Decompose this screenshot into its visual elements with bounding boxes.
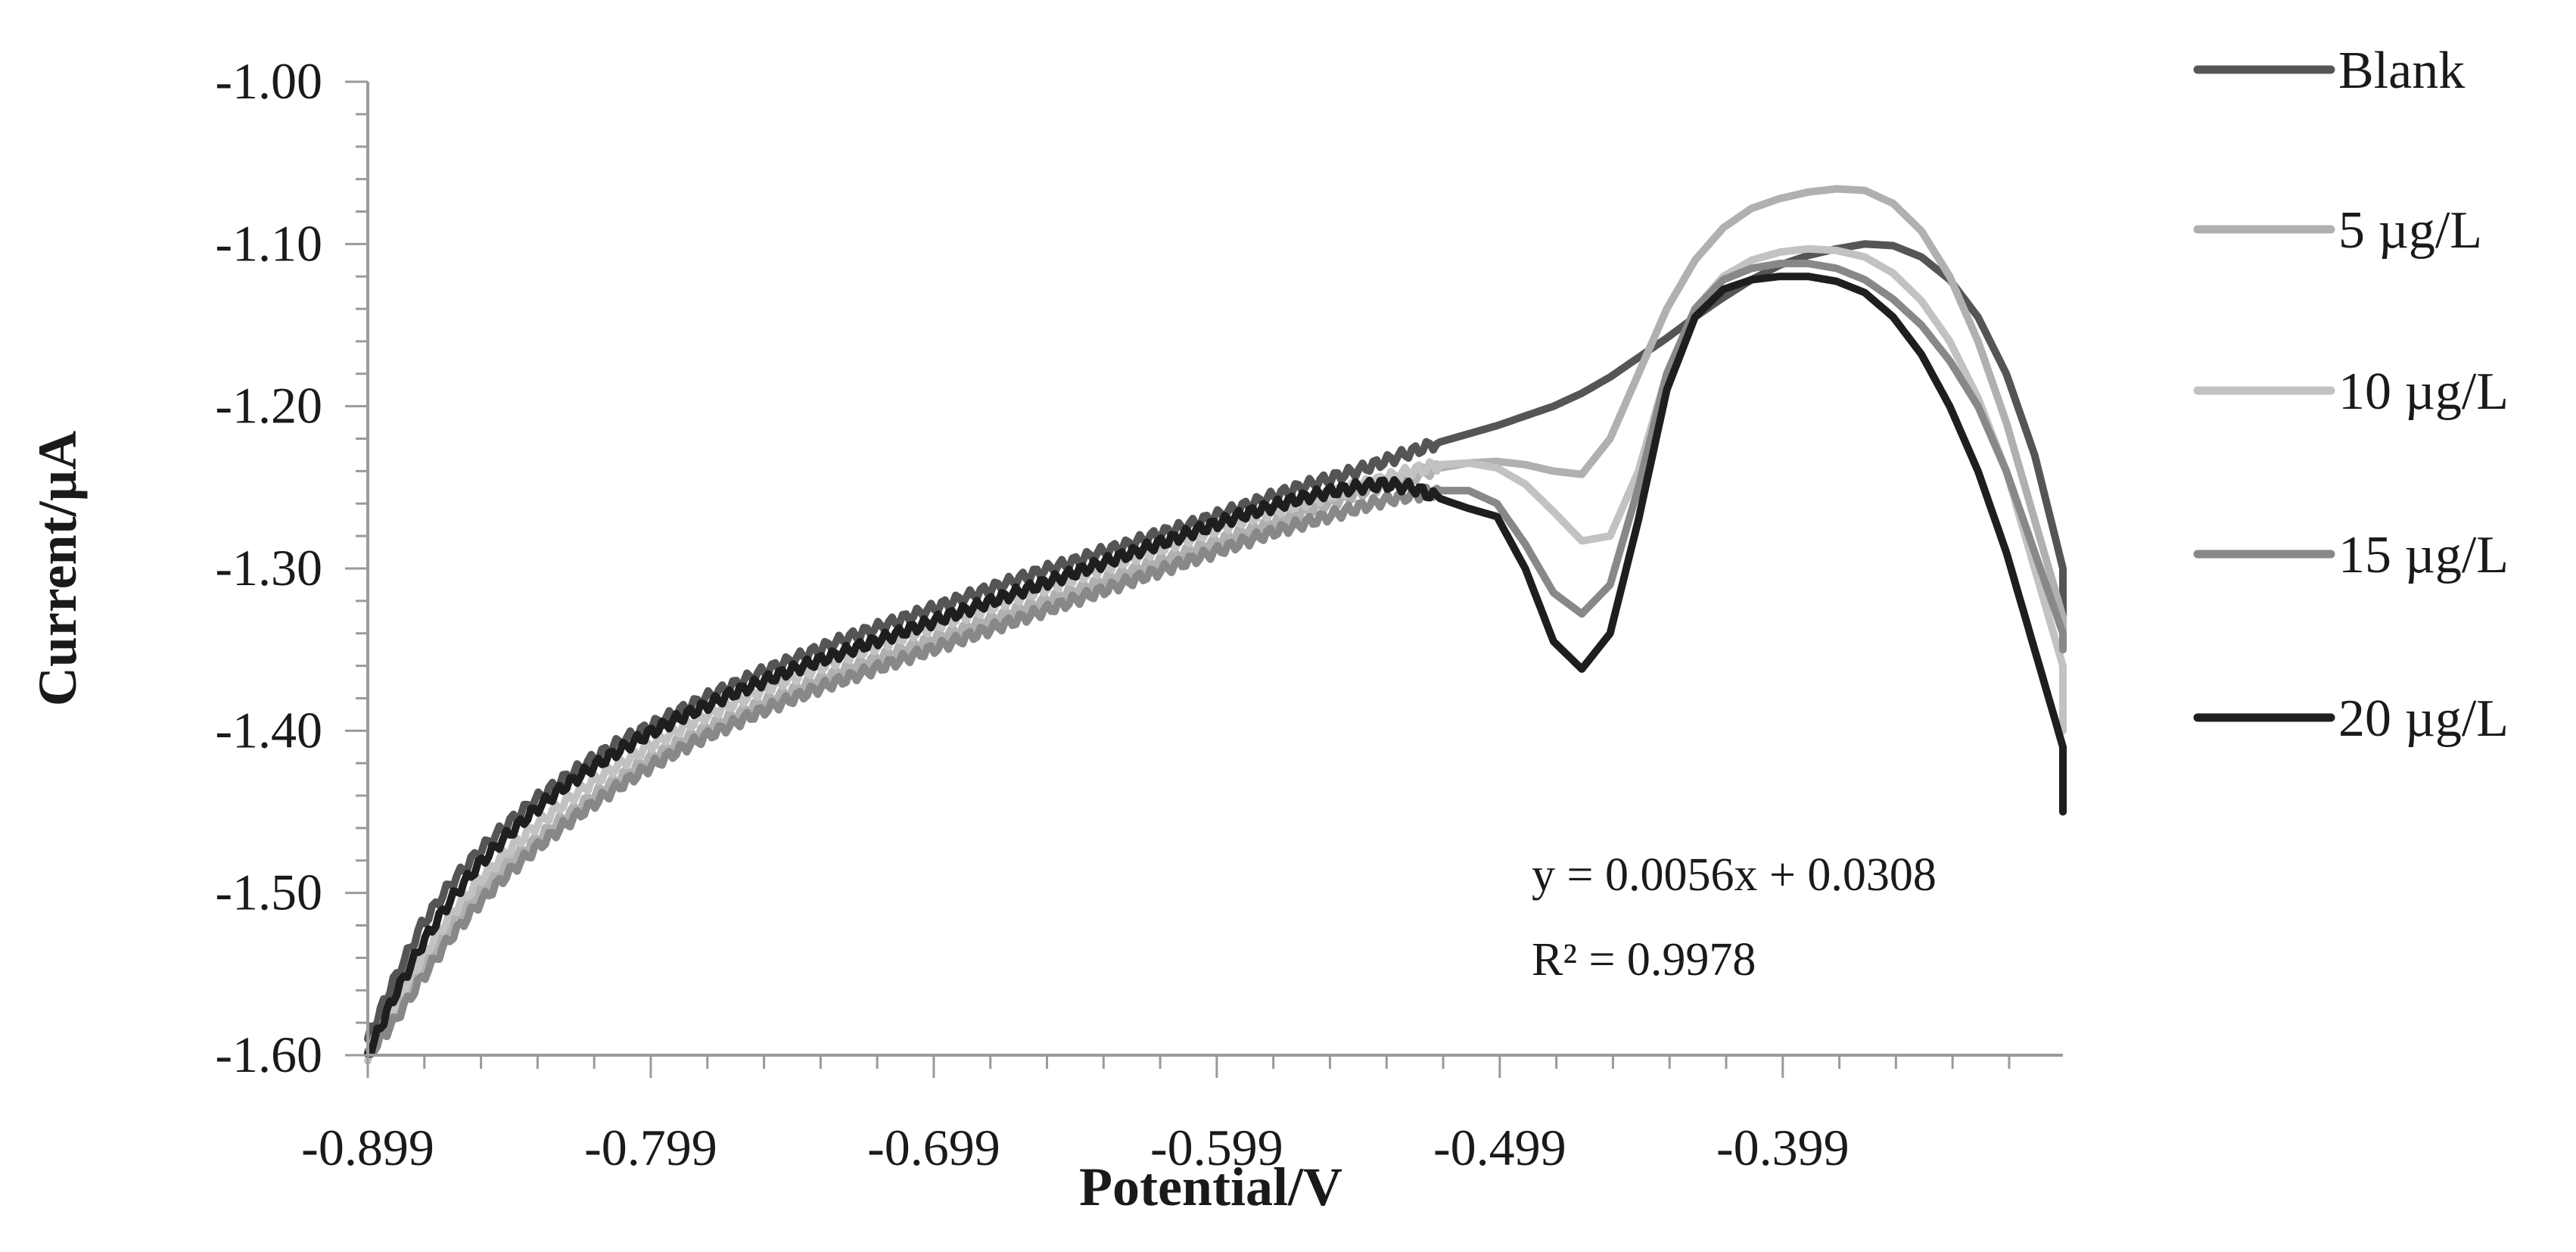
series-line <box>364 244 2067 1065</box>
y-tick-label: -1.00 <box>215 52 322 110</box>
y-tick-label: -1.50 <box>215 864 322 921</box>
regression-r-squared: R² = 0.9978 <box>1532 934 1756 986</box>
axes: -1.00 -1.10 -1.20 -1.30 -1.40 -1.50 -1.60 -0.8… <box>215 52 2063 1176</box>
legend-label: 15 µg/L <box>2338 526 2509 584</box>
x-ticks: -0.899 -0.799 -0.699 -0.599 -0.499 -0.399 <box>301 1055 2011 1176</box>
y-tick-label: -1.60 <box>215 1026 322 1083</box>
y-ticks: -1.00 -1.10 -1.20 -1.30 -1.40 -1.50 -1.60 <box>215 52 368 1083</box>
x-tick-label: -0.499 <box>1433 1119 1566 1176</box>
plot-lines <box>364 185 2067 1065</box>
legend-label: 5 µg/L <box>2338 201 2482 260</box>
y-tick-label: -1.20 <box>215 377 322 434</box>
x-tick-label: -0.399 <box>1716 1119 1850 1176</box>
regression-annotation: y = 0.0056x + 0.0308 R² = 0.9978 <box>1532 849 1937 986</box>
legend-label: 20 µg/L <box>2338 690 2509 748</box>
x-tick-label: -0.899 <box>301 1119 434 1176</box>
series-line <box>364 185 2067 1058</box>
x-axis-title: Potential/V <box>1079 1157 1342 1217</box>
y-tick-label: -1.30 <box>215 539 322 596</box>
series-line <box>364 240 2067 1043</box>
legend: Blank 5 µg/L 10 µg/L 15 µg/L 20 µg/L <box>2193 42 2509 748</box>
series-line <box>364 273 2067 1058</box>
x-tick-label: -0.799 <box>584 1119 717 1176</box>
series-line <box>364 260 2067 1056</box>
x-tick-label: -0.599 <box>1150 1119 1283 1176</box>
y-tick-label: -1.10 <box>215 214 322 272</box>
y-tick-label: -1.40 <box>215 701 322 758</box>
y-axis-title: Current/µA <box>27 431 88 706</box>
legend-label: Blank <box>2338 42 2465 100</box>
x-tick-label: -0.699 <box>867 1119 1000 1176</box>
regression-equation: y = 0.0056x + 0.0308 <box>1532 849 1937 901</box>
legend-label: 10 µg/L <box>2338 363 2509 421</box>
